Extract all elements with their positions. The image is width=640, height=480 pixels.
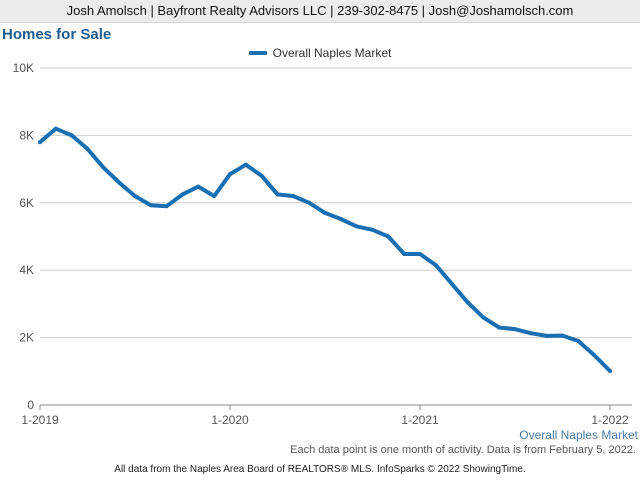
x-tick-label: 1-2022 [591, 413, 629, 427]
data-point [528, 331, 533, 336]
series-line-0 [38, 126, 612, 373]
data-point [180, 192, 185, 197]
data-point [608, 368, 612, 373]
y-tick-label: 0 [27, 398, 34, 412]
y-tick-label: 8K [19, 128, 34, 142]
y-tick-label: 4K [19, 263, 34, 277]
data-point [497, 325, 502, 330]
data-point [481, 315, 486, 320]
x-tick-label: 1-2020 [211, 413, 249, 427]
data-point [544, 333, 549, 338]
legend[interactable]: Overall Naples Market [0, 46, 640, 60]
data-point [85, 146, 90, 151]
data-point [307, 200, 312, 205]
data-point [370, 227, 375, 232]
data-point [243, 162, 248, 167]
data-point [338, 216, 343, 221]
data-point [386, 234, 391, 239]
data-point [449, 281, 454, 286]
data-point [560, 333, 565, 338]
data-point [117, 180, 122, 185]
data-point [164, 204, 169, 209]
data-point [53, 126, 58, 131]
header-contact-text: Josh Amolsch | Bayfront Realty Advisors … [66, 3, 574, 18]
legend-label: Overall Naples Market [272, 46, 392, 60]
data-point [465, 300, 470, 305]
data-point [513, 327, 517, 332]
footer-attribution: All data from the Naples Area Board of R… [114, 464, 526, 475]
data-point [38, 140, 42, 145]
legend-swatch [248, 51, 267, 55]
data-point [291, 194, 296, 199]
chart-title: Homes for Sale [2, 26, 112, 43]
x-tick-label: 1-2021 [401, 413, 439, 427]
data-point [101, 165, 106, 170]
data-point [402, 252, 407, 257]
data-point [133, 194, 137, 199]
y-tick-label: 10K [13, 61, 34, 75]
data-point [592, 353, 597, 358]
data-point [228, 172, 232, 177]
data-point [275, 192, 280, 197]
header-bar: Josh Amolsch | Bayfront Realty Advisors … [0, 0, 640, 23]
series-tag: Overall Naples Market [519, 428, 638, 442]
data-note: Each data point is one month of activity… [290, 444, 636, 456]
data-point [259, 173, 264, 178]
data-point [69, 133, 74, 138]
data-point [576, 338, 581, 343]
data-point [433, 263, 438, 268]
data-point [212, 194, 217, 199]
y-tick-label: 6K [19, 196, 34, 210]
data-point [354, 224, 359, 229]
y-tick-label: 2K [19, 331, 34, 345]
data-point [323, 210, 327, 215]
x-tick-label: 1-2019 [21, 413, 59, 427]
data-point [418, 252, 422, 257]
data-point [148, 203, 153, 208]
data-point [196, 184, 201, 189]
